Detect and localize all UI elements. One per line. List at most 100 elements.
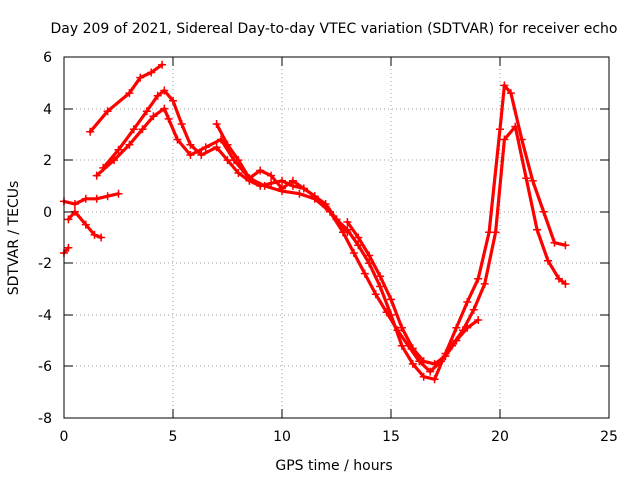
- data-point: [365, 251, 374, 260]
- data-point: [186, 151, 195, 159]
- chart-title: Day 209 of 2021, Sidereal Day-to-day VTE…: [51, 21, 618, 37]
- data-point: [382, 308, 391, 317]
- y-tick-label-neg2: -2: [38, 256, 52, 272]
- data-point: [474, 316, 483, 324]
- data-point: [125, 140, 134, 149]
- data-point: [142, 107, 151, 116]
- data-point: [554, 274, 563, 283]
- data-point: [90, 230, 99, 239]
- series-line-track-6: [345, 220, 480, 366]
- data-point: [212, 120, 221, 128]
- data-point: [360, 269, 369, 278]
- y-tick-label-0: 0: [43, 205, 52, 221]
- data-point: [299, 184, 308, 193]
- data-point: [441, 352, 450, 361]
- data-point: [452, 336, 461, 345]
- data-point: [245, 174, 254, 183]
- series-line-track-3: [62, 192, 121, 206]
- data-point: [354, 233, 363, 242]
- data-point: [64, 215, 73, 224]
- series-track-2: [64, 207, 106, 242]
- data-point: [354, 241, 363, 250]
- data-point: [539, 207, 548, 216]
- data-point: [64, 243, 73, 252]
- data-point: [343, 228, 352, 237]
- data-point: [332, 215, 341, 224]
- data-point: [288, 176, 297, 185]
- axis-ticks: [63, 56, 610, 419]
- series-layer: [60, 60, 570, 384]
- data-point: [136, 73, 145, 82]
- x-tick-label-5: 5: [169, 429, 178, 445]
- data-point: [561, 279, 570, 288]
- data-point: [86, 127, 95, 136]
- data-point: [452, 323, 461, 332]
- plot-frame: [63, 56, 610, 419]
- data-point: [173, 135, 182, 144]
- x-axis-label: GPS time / hours: [275, 458, 392, 474]
- data-point: [397, 323, 406, 332]
- x-tick-label-25: 25: [600, 429, 618, 445]
- data-point: [469, 305, 478, 314]
- data-point: [160, 86, 169, 95]
- data-point: [463, 298, 472, 306]
- data-point: [267, 179, 276, 188]
- data-point: [376, 272, 385, 281]
- y-axis-label: SDTVAR / TECUs: [6, 181, 22, 296]
- y-tick-label-6: 6: [43, 50, 52, 66]
- y-tick-label-neg4: -4: [38, 308, 52, 324]
- y-tick-label-4: 4: [43, 102, 52, 118]
- y-tick-label-neg6: -6: [38, 359, 52, 375]
- series-line-track-1: [88, 63, 164, 134]
- data-point: [376, 282, 385, 291]
- x-tick-labels: 0 5 10 15 20 25: [60, 429, 618, 445]
- data-point: [511, 122, 520, 131]
- data-point: [533, 225, 542, 234]
- data-point: [158, 60, 167, 69]
- data-point: [201, 143, 210, 152]
- data-point: [212, 143, 221, 152]
- data-point: [103, 192, 112, 201]
- data-point: [278, 184, 286, 193]
- data-point: [197, 151, 206, 159]
- data-point: [164, 114, 173, 123]
- data-point: [234, 169, 243, 177]
- data-point: [92, 194, 101, 203]
- data-point: [480, 279, 489, 288]
- x-tick-label-15: 15: [382, 429, 400, 445]
- data-point: [81, 194, 90, 203]
- data-point: [408, 344, 417, 353]
- data-point: [426, 367, 435, 376]
- data-point: [321, 200, 330, 208]
- x-tick-label-10: 10: [273, 429, 291, 445]
- data-point: [110, 156, 119, 165]
- data-point: [149, 112, 158, 121]
- data-point: [522, 174, 531, 183]
- data-point: [177, 120, 186, 128]
- data-point: [147, 68, 156, 77]
- data-point: [491, 228, 500, 237]
- data-point: [278, 176, 286, 185]
- data-point: [234, 156, 243, 165]
- data-point: [393, 326, 402, 335]
- data-point: [544, 256, 552, 265]
- data-point: [500, 135, 509, 144]
- data-point: [92, 171, 101, 180]
- y-tick-label-neg8: -8: [38, 411, 52, 427]
- data-point: [463, 323, 472, 332]
- series-track-7: [212, 120, 352, 237]
- y-tick-label-2: 2: [43, 153, 52, 169]
- data-point: [97, 233, 106, 242]
- data-point: [81, 220, 90, 229]
- series-track-1: [86, 60, 167, 136]
- data-point: [256, 166, 265, 175]
- data-point: [169, 96, 177, 105]
- y-tick-labels: -8 -6 -4 -2 0 2 4 6: [38, 50, 52, 427]
- data-point: [138, 125, 147, 134]
- data-point: [506, 89, 515, 98]
- data-point: [419, 372, 428, 381]
- series-track-5: [92, 104, 570, 376]
- data-point: [474, 274, 483, 283]
- data-point: [186, 140, 195, 149]
